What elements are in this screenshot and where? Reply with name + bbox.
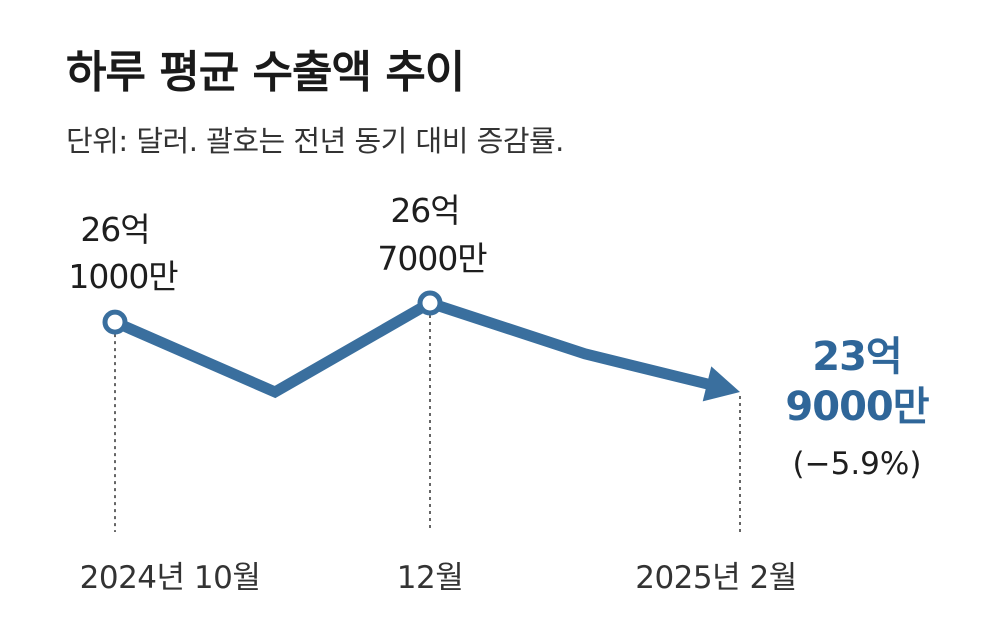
arrow-head [702, 366, 740, 402]
chart-subtitle: 단위: 달러. 괄호는 전년 동기 대비 증감률. [66, 124, 564, 158]
data-label-2024-12-line1: 26억 [390, 191, 459, 230]
data-label-2025-02-line2: 9000만 [785, 384, 929, 430]
guide-lines [114, 315, 741, 532]
data-label-2024-10-line2: 1000만 [68, 257, 178, 296]
x-tick-2025-02: 2025년 2월 [635, 560, 797, 596]
data-label-2024-12-line2: 7000만 [377, 239, 487, 278]
x-axis-ticks: 2024년 10월 12월 2025년 2월 [80, 560, 798, 596]
data-point-2024-12 [417, 290, 443, 316]
data-label-2024-10-line1: 26억 [80, 210, 149, 249]
data-label-2025-02-change: (−5.9%) [793, 446, 922, 482]
data-point-2024-10 [102, 309, 128, 335]
chart-title: 하루 평균 수출액 추이 [66, 47, 465, 98]
x-tick-2024-10: 2024년 10월 [80, 560, 261, 596]
x-tick-2024-12: 12월 [397, 560, 463, 596]
data-line [112, 297, 713, 399]
data-labels: 26억 1000만 26억 7000만 23억 9000만 (−5.9%) [68, 191, 930, 482]
data-label-2025-02-line1: 23억 [812, 334, 901, 380]
